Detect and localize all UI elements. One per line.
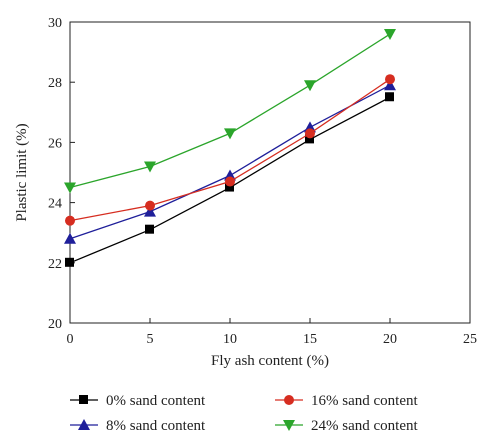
y-tick-label: 22	[48, 257, 62, 272]
series-layer	[64, 29, 396, 267]
legend-item: 0% sand content	[70, 393, 206, 409]
legend-marker	[79, 395, 88, 404]
series-1	[64, 79, 396, 244]
legend-marker	[283, 420, 295, 431]
legend-label: 16% sand content	[311, 393, 418, 409]
legend-marker	[284, 395, 294, 405]
data-point	[304, 80, 316, 92]
x-tick-label: 0	[67, 332, 74, 347]
x-tick-label: 10	[223, 332, 237, 347]
data-point	[385, 92, 394, 102]
legend-item: 24% sand content	[275, 418, 418, 434]
y-tick-label: 24	[48, 197, 62, 212]
data-point	[65, 215, 75, 226]
data-point	[64, 182, 76, 194]
data-point	[65, 257, 74, 267]
data-point	[305, 128, 315, 139]
series-line	[69, 78, 391, 222]
data-point	[64, 232, 76, 244]
x-tick-label: 20	[383, 332, 397, 347]
data-point	[225, 176, 235, 187]
legend: 0% sand content 8% sand content 16% sand c…	[70, 393, 418, 434]
y-tick-label: 30	[48, 16, 62, 31]
data-point	[384, 79, 396, 91]
data-point	[225, 182, 234, 192]
plot-area: 0 5 10 15 20 25 20 22 24 26 28 30	[48, 16, 477, 347]
data-point	[384, 29, 396, 41]
y-tick-label: 20	[48, 317, 62, 332]
x-axis: 0 5 10 15 20 25	[67, 318, 477, 347]
legend-label: 0% sand content	[106, 393, 206, 409]
series-3	[64, 29, 396, 194]
series-0	[65, 92, 394, 267]
x-axis-label: Fly ash content (%)	[211, 353, 329, 369]
legend-marker	[78, 419, 90, 430]
data-point	[145, 224, 154, 234]
data-point	[224, 128, 236, 140]
legend-item: 8% sand content	[70, 418, 206, 434]
y-tick-label: 28	[48, 76, 62, 91]
legend-label: 24% sand content	[311, 418, 418, 434]
series-line	[69, 84, 391, 240]
y-axis-label: Plastic limit (%)	[14, 123, 30, 221]
data-point	[145, 200, 155, 211]
legend-item: 16% sand content	[275, 393, 418, 409]
data-point	[305, 134, 314, 144]
x-tick-label: 5	[147, 332, 154, 347]
y-axis: 20 22 24 26 28 30	[48, 16, 75, 332]
y-tick-label: 26	[48, 136, 62, 151]
data-point	[385, 74, 395, 85]
series-2	[65, 74, 395, 226]
data-point	[144, 205, 156, 217]
data-point	[144, 161, 156, 173]
plot-frame	[69, 21, 471, 324]
legend-label: 8% sand content	[106, 418, 206, 434]
x-tick-label: 15	[303, 332, 317, 347]
x-tick-label: 25	[463, 332, 477, 347]
